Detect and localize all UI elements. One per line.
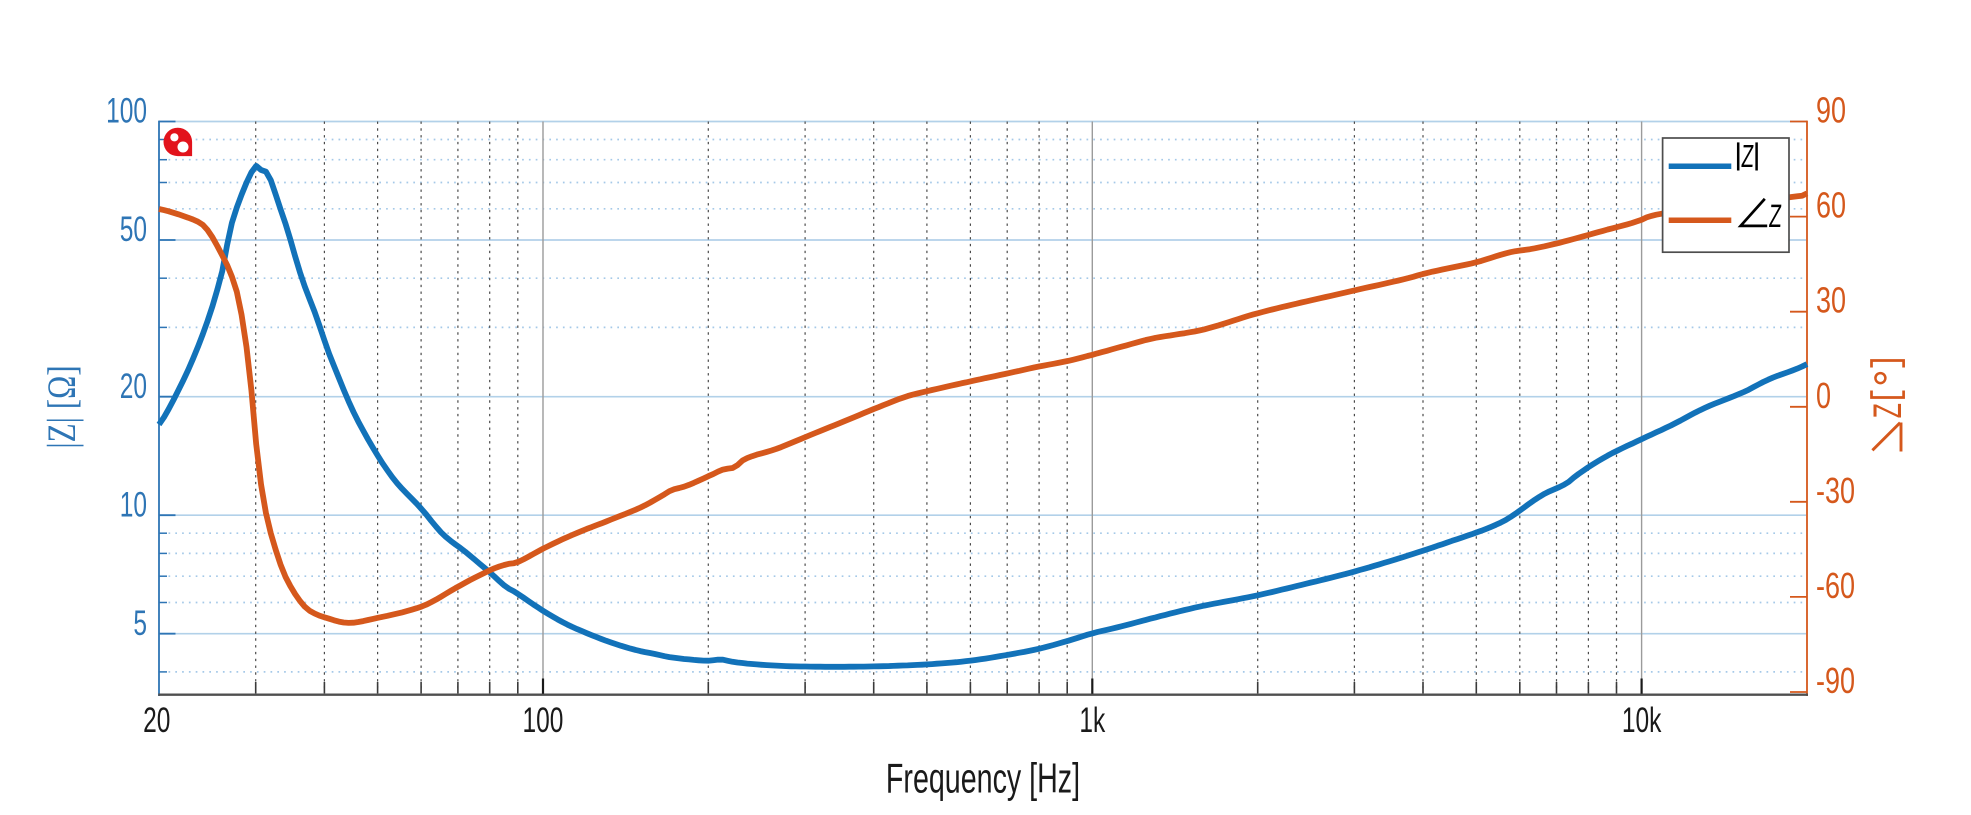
svg-text:1k: 1k [1079,702,1106,740]
svg-text:90: 90 [1816,90,1846,131]
svg-text:0: 0 [1816,375,1831,416]
svg-text:Z: Z [1768,197,1783,234]
svg-text:10: 10 [120,486,147,524]
svg-text:Z: Z [1866,403,1910,418]
svg-text:-30: -30 [1816,470,1855,511]
svg-text:100: 100 [106,93,147,131]
svg-text:5: 5 [133,605,147,643]
svg-text:20: 20 [120,368,147,406]
svg-text:20: 20 [143,702,170,740]
svg-text:60: 60 [1816,185,1846,226]
svg-text:Frequency [Hz]: Frequency [Hz] [886,754,1080,802]
svg-text:10k: 10k [1622,702,1662,740]
svg-text:|Z| [Ω]: |Z| [Ω] [39,365,84,448]
svg-text:30: 30 [1816,280,1846,321]
svg-text:100: 100 [522,702,563,740]
svg-text:-60: -60 [1816,565,1855,606]
svg-text:-90: -90 [1816,660,1855,701]
svg-text:Z: Z [1740,138,1755,174]
svg-text:50: 50 [120,211,147,249]
